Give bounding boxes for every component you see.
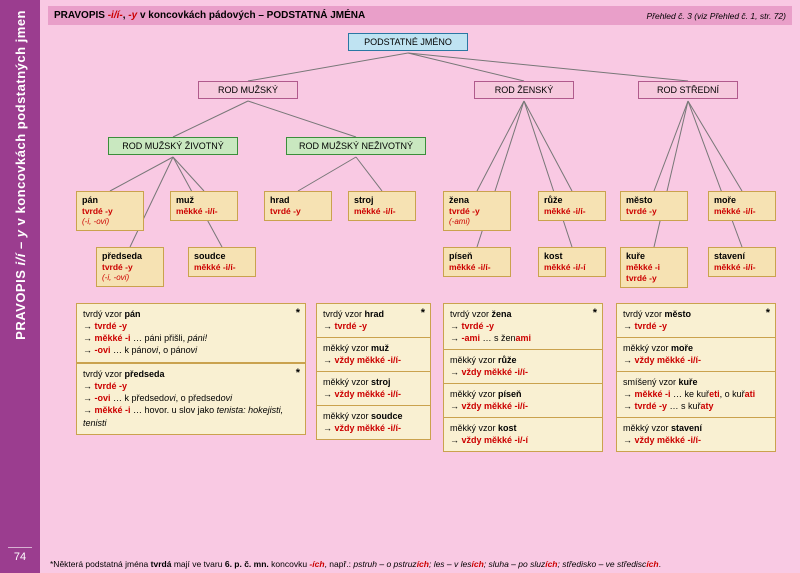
sidebar-title-ital: i/í – y bbox=[13, 229, 28, 265]
header-title: PRAVOPIS -i/í-, -y v koncovkách pádových… bbox=[54, 10, 365, 21]
node-ziv: ROD MUŽSKÝ ŽIVOTNÝ bbox=[108, 137, 238, 155]
page: PRAVOPIS i/í – y v koncovkách podstatnýc… bbox=[0, 0, 800, 573]
leaf-more: mořeměkké -i/í- bbox=[708, 191, 776, 221]
node-zensky: ROD ŽENSKÝ bbox=[474, 81, 574, 99]
fn-b1: tvrdá bbox=[151, 559, 172, 569]
node-muzsky: ROD MUŽSKÝ bbox=[198, 81, 298, 99]
group-g3a: *tvrdý vzor žena→ tvrdé -y→ -ami … s žen… bbox=[443, 303, 603, 350]
group-g3b: měkký vzor růže→ vždy měkké -i/í- bbox=[443, 349, 603, 384]
sidebar-title-post: v koncovkách podstatných jmen bbox=[13, 10, 28, 229]
node-stredni: ROD STŘEDNÍ bbox=[638, 81, 738, 99]
group-g4d: měkký vzor stavení→ vždy měkké -i/í- bbox=[616, 417, 776, 452]
sidebar-title-pre: PRAVOPIS bbox=[13, 265, 28, 339]
header-bar: PRAVOPIS -i/í-, -y v koncovkách pádových… bbox=[48, 6, 792, 25]
leaf-zena: ženatvrdé -y(-ami) bbox=[443, 191, 511, 231]
node-neziv: ROD MUŽSKÝ NEŽIVOTNÝ bbox=[286, 137, 426, 155]
fn-m1: mají ve tvaru bbox=[171, 559, 224, 569]
fn-r1: -ích bbox=[309, 559, 324, 569]
fn-m3: , např.: bbox=[325, 559, 354, 569]
group-g3d: měkký vzor kost→ vždy měkké -i/-í bbox=[443, 417, 603, 452]
leaf-kost: kostměkké -i/-í bbox=[538, 247, 606, 277]
fn-b2: 6. p. č. mn. bbox=[225, 559, 269, 569]
group-g2a: *tvrdý vzor hrad→ tvrdé -y bbox=[316, 303, 431, 338]
group-g1: *tvrdý vzor pán→ tvrdé -y→ měkké -i … pá… bbox=[76, 303, 306, 363]
leaf-hrad: hradtvrdé -y bbox=[264, 191, 332, 221]
group-g4b: měkký vzor moře→ vždy měkké -i/í- bbox=[616, 337, 776, 372]
header-ref: Přehled č. 3 (viz Přehled č. 1, str. 72) bbox=[646, 11, 786, 21]
sidebar-title: PRAVOPIS i/í – y v koncovkách podstatnýc… bbox=[13, 10, 28, 340]
leaf-ruze: růžeměkké -i/í- bbox=[538, 191, 606, 221]
group-g2c: měkký vzor stroj→ vždy měkké -i/í- bbox=[316, 371, 431, 406]
group-g4c: smíšený vzor kuře→ měkké -i … ke kuřeti,… bbox=[616, 371, 776, 418]
fn-pre: *Některá podstatná jména bbox=[50, 559, 151, 569]
leaf-soud: soudceměkké -i/í- bbox=[188, 247, 256, 277]
leaf-mesto: městotvrdé -y bbox=[620, 191, 688, 221]
header-red2: -y bbox=[128, 10, 137, 21]
leaf-kure: kuřeměkké -itvrdé -y bbox=[620, 247, 688, 288]
group-g3c: měkký vzor píseň→ vždy měkké -i/í- bbox=[443, 383, 603, 418]
sidebar: PRAVOPIS i/í – y v koncovkách podstatnýc… bbox=[0, 0, 40, 573]
node-root: PODSTATNÉ JMÉNO bbox=[348, 33, 468, 51]
leaf-muz: mužměkké -i/í- bbox=[170, 191, 238, 221]
page-number: 74 bbox=[8, 547, 32, 563]
content: PRAVOPIS -i/í-, -y v koncovkách pádových… bbox=[40, 0, 800, 573]
footnote: *Některá podstatná jména tvrdá mají ve t… bbox=[48, 555, 792, 569]
header-post: v koncovkách pádových – PODSTATNÁ JMÉNA bbox=[137, 10, 365, 21]
diagram: PODSTATNÉ JMÉNO ROD MUŽSKÝ ROD ŽENSKÝ ROD S… bbox=[48, 25, 792, 555]
leaf-pred: předsedatvrdé -y(-i, -ovi) bbox=[96, 247, 164, 287]
header-red1: -i/í- bbox=[108, 10, 123, 21]
leaf-stroj: strojměkké -i/í- bbox=[348, 191, 416, 221]
fn-period: . bbox=[659, 559, 661, 569]
leaf-pan: pántvrdé -y(-i, -ovi) bbox=[76, 191, 144, 231]
fn-examples: pstruh – o pstruzích; les – v lesích; sl… bbox=[353, 559, 658, 569]
group-g2d: měkký vzor soudce→ vždy měkké -i/í- bbox=[316, 405, 431, 440]
group-g1b: *tvrdý vzor předseda→ tvrdé -y→ -ovi … k… bbox=[76, 363, 306, 435]
group-g4a: *tvrdý vzor město→ tvrdé -y bbox=[616, 303, 776, 338]
header-pre: PRAVOPIS bbox=[54, 10, 108, 21]
group-g2b: měkký vzor muž→ vždy měkké -i/í- bbox=[316, 337, 431, 372]
leaf-pisen: píseňměkké -i/í- bbox=[443, 247, 511, 277]
leaf-stav: staveníměkké -i/í- bbox=[708, 247, 776, 277]
fn-m2: koncovku bbox=[269, 559, 310, 569]
